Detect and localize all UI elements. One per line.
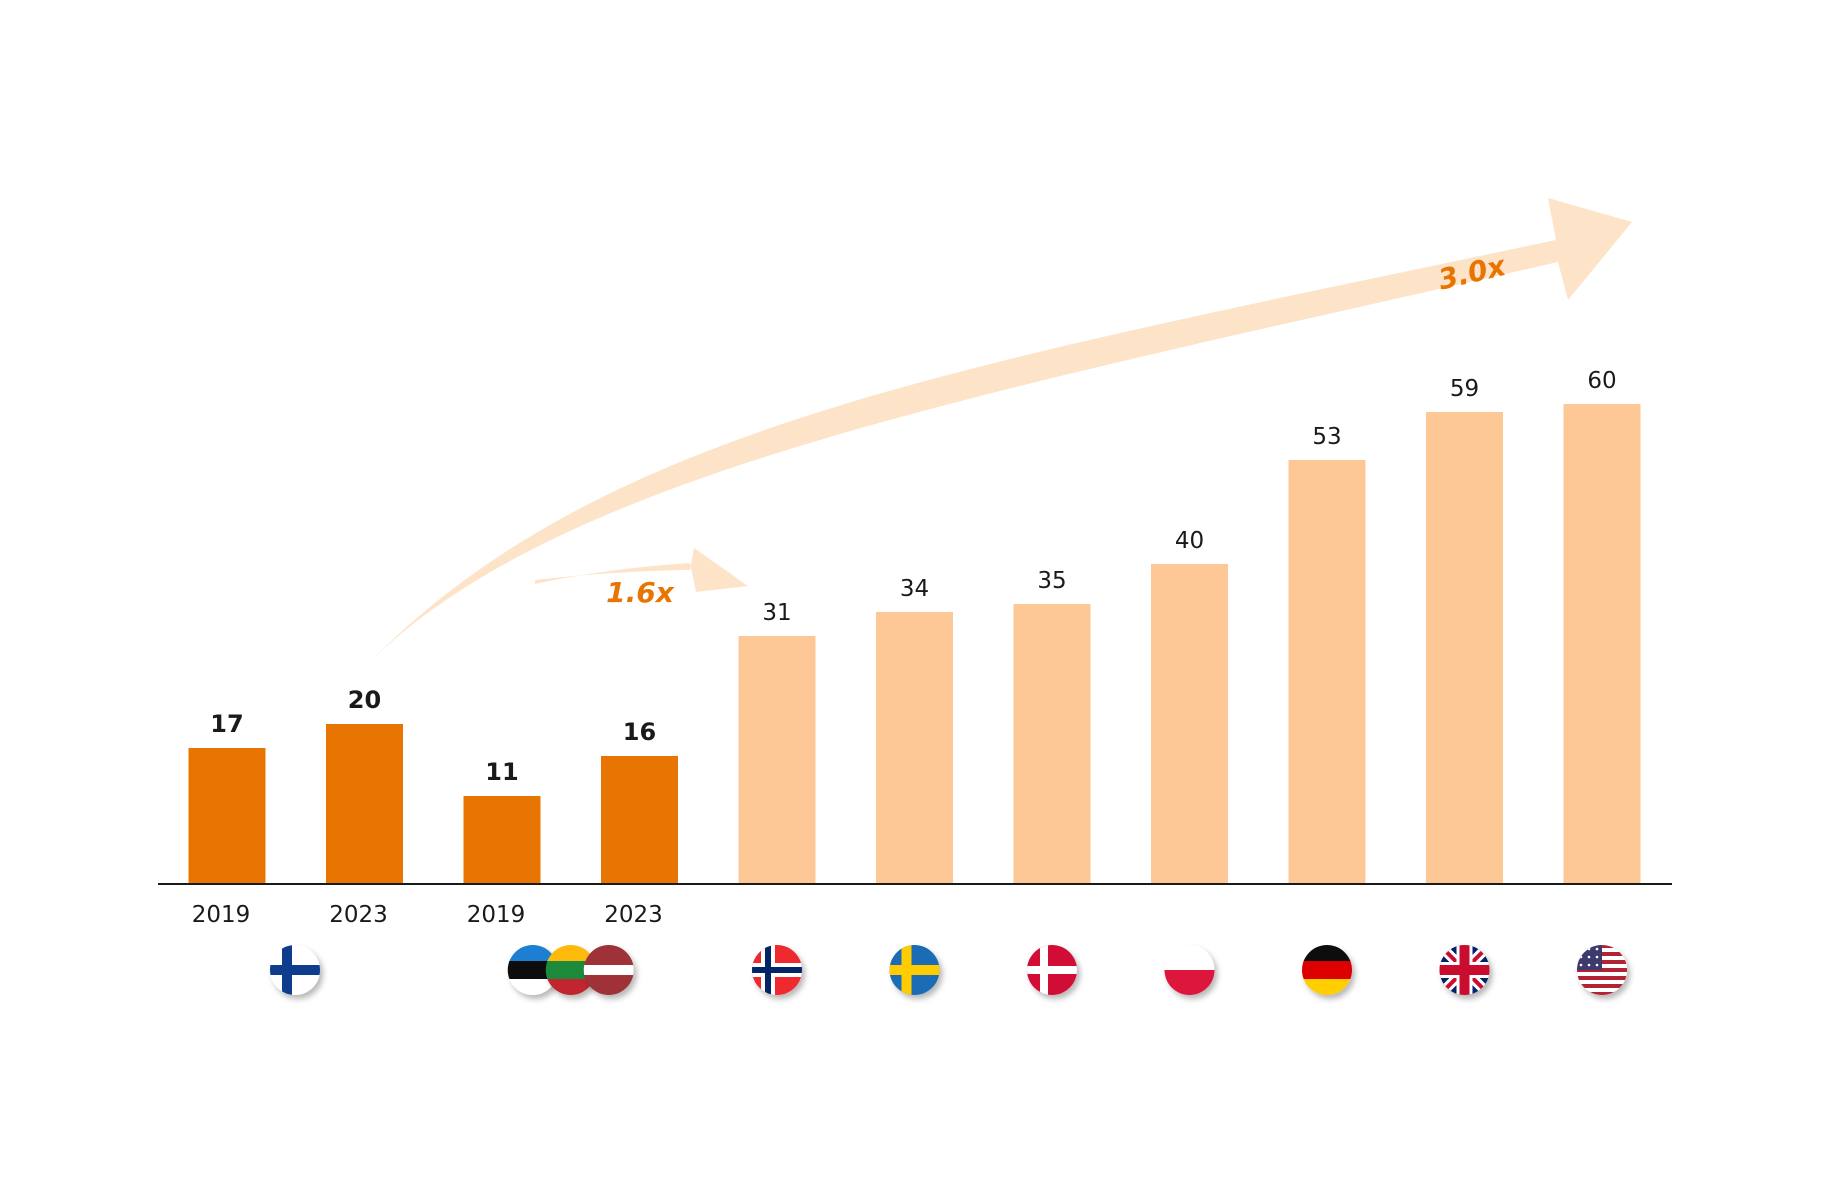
value-label: 53: [1312, 424, 1341, 450]
value-label: 40: [1175, 528, 1204, 554]
bar-finland-2019: [188, 748, 266, 884]
denmark-flag-icon: [1027, 945, 1077, 995]
bars: [188, 404, 1641, 884]
multiplier-1-6x-label: 1.6x: [606, 576, 675, 609]
country-flags: [270, 945, 1627, 995]
bar-denmark: [1013, 604, 1091, 884]
estonia-flag-icon: [507, 945, 558, 995]
value-labels: 17 20 11 16 31 34 35 40 53 59 60: [210, 368, 1616, 786]
x-tick-labels: 2019 2023 2019 2023: [192, 902, 663, 928]
bar-germany: [1288, 460, 1366, 884]
value-label: 59: [1450, 376, 1479, 402]
poland-flag-icon: [1164, 945, 1215, 995]
value-label: 60: [1587, 368, 1616, 394]
value-label: 31: [762, 600, 791, 626]
growth-arrows: [368, 198, 1632, 664]
value-label: 11: [485, 758, 518, 786]
usa-flag-icon: [1577, 945, 1627, 995]
x-tick-label: 2019: [467, 902, 526, 928]
bar-baltics-2023: [601, 756, 678, 884]
uk-flag-icon: [1439, 945, 1490, 995]
bar-united-states: [1563, 404, 1641, 884]
value-label: 16: [623, 718, 656, 746]
x-tick-label: 2023: [604, 902, 663, 928]
bar-finland-2023: [326, 724, 403, 884]
bar-norway: [738, 636, 816, 884]
norway-flag-icon: [752, 945, 802, 995]
value-label: 20: [348, 686, 381, 714]
lithuania-flag-icon: [545, 945, 596, 995]
x-tick-label: 2019: [192, 902, 251, 928]
x-tick-label: 2023: [329, 902, 388, 928]
bar-united-kingdom: [1426, 412, 1503, 884]
sweden-flag-icon: [889, 945, 940, 995]
value-label: 34: [900, 576, 929, 602]
finland-flag-icon: [270, 945, 320, 995]
value-label: 35: [1037, 568, 1066, 594]
arrow-3x: [368, 198, 1632, 664]
arrow-1-6x: [535, 548, 748, 592]
bar-poland: [1151, 564, 1228, 884]
bar-baltics-2019: [463, 796, 541, 884]
latvia-flag-icon: [583, 945, 634, 995]
multiplier-3x-label: 3.0x: [1435, 249, 1509, 297]
germany-flag-icon: [1302, 945, 1352, 995]
bar-sweden: [876, 612, 953, 884]
value-label: 17: [210, 710, 243, 738]
